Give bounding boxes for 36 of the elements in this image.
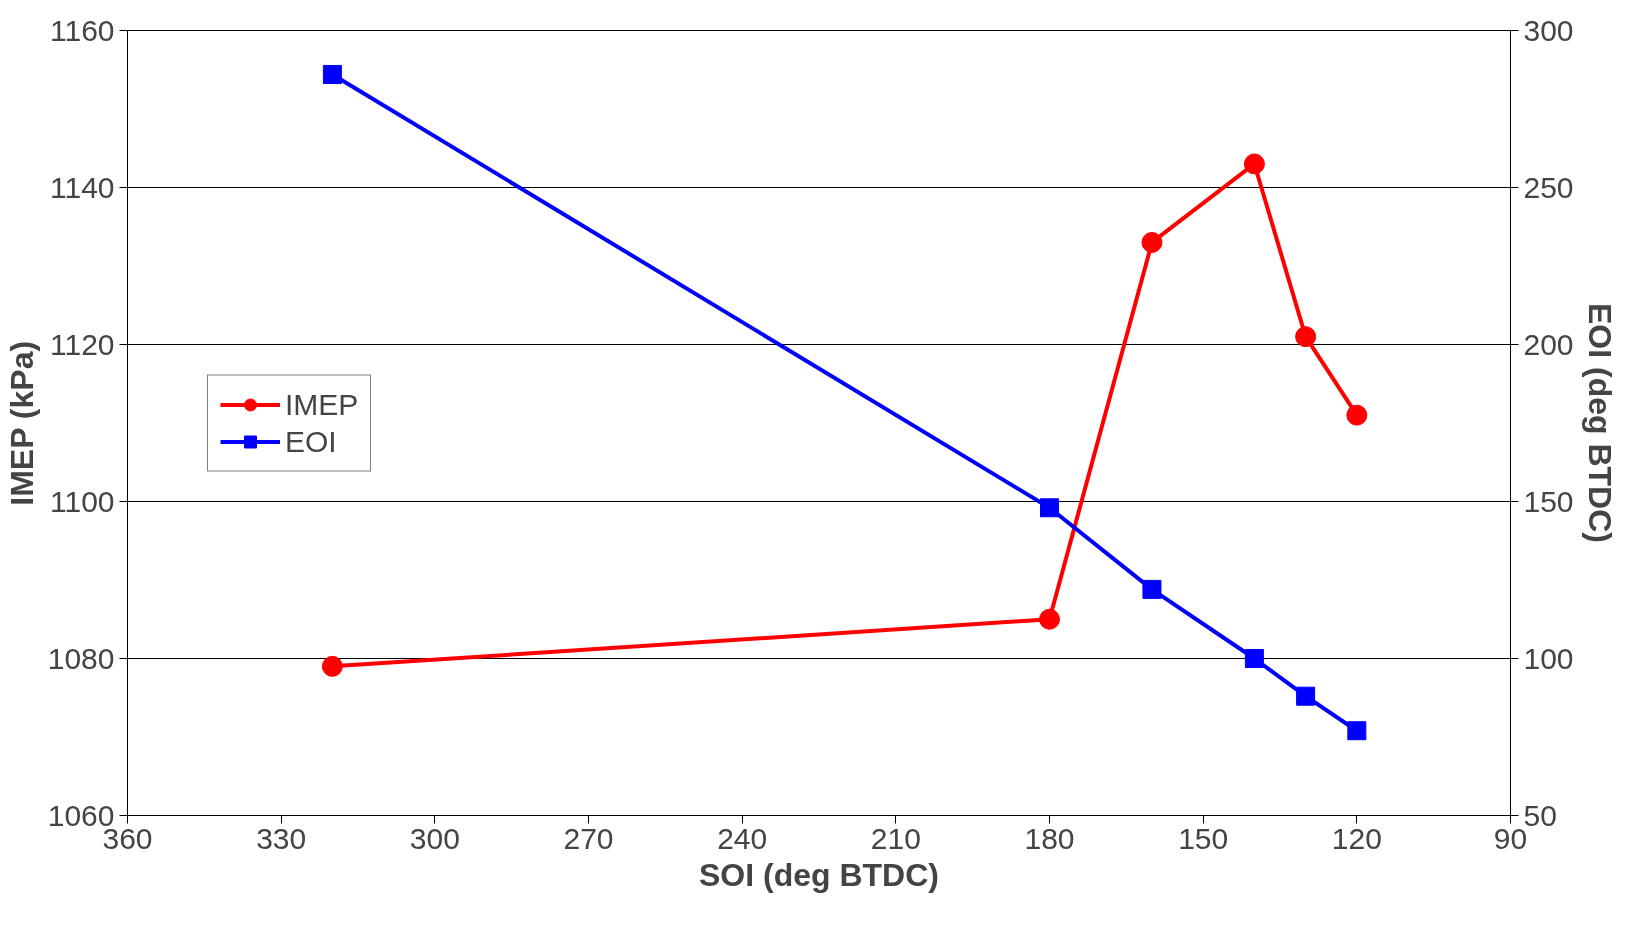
legend-label: EOI: [285, 424, 337, 458]
point: [1346, 404, 1368, 426]
point: [1141, 231, 1163, 253]
x-tick-label: 300: [409, 821, 460, 855]
x-tick-label: 240: [717, 821, 768, 855]
y-axis-title: IMEP (kPa): [3, 340, 40, 506]
point: [1039, 608, 1060, 630]
x-tick-label: 270: [563, 821, 614, 855]
y2-tick-label: 100: [1523, 641, 1574, 675]
point: [321, 655, 343, 677]
point: [1296, 686, 1316, 706]
y-tick-label: 1120: [49, 327, 115, 361]
y-tick-label: 1140: [49, 170, 115, 204]
x-tick-label: 150: [1178, 821, 1229, 855]
y2-tick-label: 300: [1523, 13, 1574, 47]
point: [1243, 153, 1265, 175]
y-tick-label: 1080: [47, 641, 115, 675]
y2-axis-title: EOI (deg BTDC): [1581, 303, 1618, 543]
y2-tick-label: 200: [1523, 327, 1574, 361]
y-tick-label: 1160: [49, 13, 115, 47]
x-tick-label: 210: [870, 821, 921, 855]
x-tick-label: 180: [1024, 821, 1075, 855]
y2-tick-label: 150: [1523, 484, 1574, 518]
point: [1347, 721, 1367, 741]
y2-tick-label: 50: [1523, 798, 1557, 832]
point: [322, 64, 342, 84]
point: [1295, 326, 1317, 348]
y-tick-label: 1100: [49, 484, 115, 518]
legend-label: IMEP: [285, 387, 359, 421]
point: [1142, 579, 1162, 599]
point: [1040, 498, 1059, 518]
x-tick-label: 330: [256, 821, 307, 855]
point: [1244, 649, 1264, 668]
x-tick-label: 120: [1331, 821, 1382, 855]
y2-tick-label: 250: [1523, 170, 1574, 204]
x-axis-title: SOI (deg BTDC): [699, 856, 939, 893]
